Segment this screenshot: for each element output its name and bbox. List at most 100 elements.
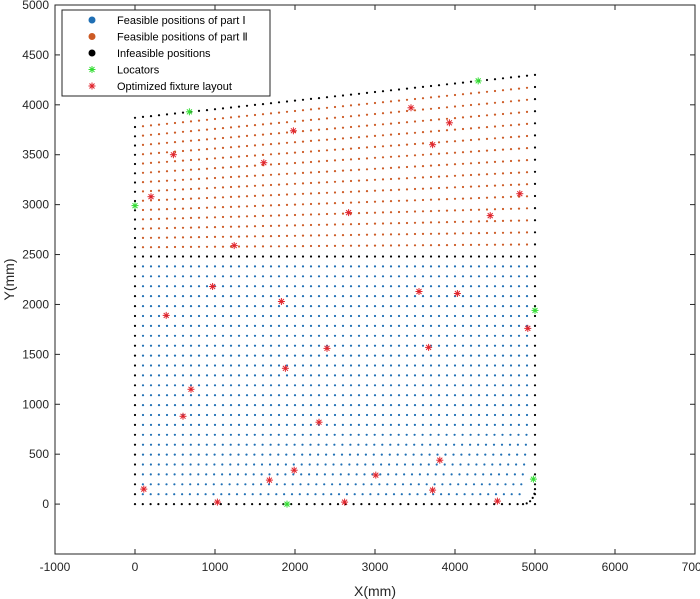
feasible-point-part-1: [331, 473, 334, 476]
feasible-point-part-1: [301, 314, 305, 318]
feasible-point-part-1: [493, 364, 497, 367]
feasible-point-part-1: [229, 423, 233, 426]
feasible-point-part-1: [269, 275, 273, 278]
feasible-point-part-2: [141, 208, 145, 212]
infeasible-point: [389, 255, 393, 258]
feasible-point-part-2: [397, 166, 401, 169]
feasible-point-part-1: [284, 473, 287, 476]
feasible-point-part-1: [269, 354, 273, 357]
feasible-point-part-1: [501, 404, 505, 407]
feasible-point-part-1: [221, 354, 225, 357]
feasible-point-part-2: [301, 213, 305, 216]
feasible-point-part-2: [509, 88, 513, 91]
infeasible-point: [180, 503, 183, 506]
feasible-point-part-1: [516, 443, 520, 446]
feasible-point-part-2: [469, 220, 473, 223]
feasible-point-part-1: [317, 285, 321, 288]
feasible-point-part-1: [229, 265, 233, 268]
feasible-point-part-2: [453, 174, 457, 177]
feasible-point-part-2: [189, 178, 193, 181]
feasible-point-part-1: [293, 324, 297, 327]
infeasible-point: [301, 255, 305, 258]
feasible-point-part-1: [355, 473, 358, 476]
feasible-point-part-2: [149, 133, 153, 136]
feasible-point-part-2: [525, 171, 529, 174]
feasible-point-part-2: [389, 200, 393, 203]
feasible-point-part-1: [221, 413, 225, 417]
feasible-point-part-1: [213, 324, 217, 327]
feasible-point-part-1: [229, 334, 233, 337]
feasible-point-part-1: [267, 483, 271, 486]
feasible-point-part-1: [437, 305, 441, 308]
feasible-point-part-1: [277, 433, 280, 436]
feasible-point-part-1: [357, 285, 361, 288]
feasible-point-part-2: [373, 123, 377, 126]
feasible-point-part-1: [157, 493, 160, 496]
infeasible-point: [227, 503, 230, 506]
feasible-point-part-2: [517, 243, 521, 246]
feasible-point-part-2: [205, 128, 209, 131]
feasible-point-part-2: [245, 175, 249, 178]
feasible-point-part-2: [477, 243, 481, 246]
feasible-point-part-2: [277, 193, 281, 196]
feasible-point-part-1: [349, 344, 353, 347]
infeasible-point: [381, 255, 385, 258]
feasible-point-part-2: [245, 144, 249, 148]
feasible-point-part-2: [213, 196, 217, 199]
feasible-point-part-1: [181, 433, 184, 436]
feasible-point-part-1: [364, 463, 367, 466]
feasible-point-part-1: [197, 285, 201, 288]
feasible-point-part-1: [269, 384, 273, 387]
infeasible-point: [469, 503, 472, 506]
feasible-point-part-2: [485, 243, 489, 246]
y-tick-label: 5000: [22, 0, 49, 12]
feasible-point-part-2: [325, 128, 329, 131]
feasible-point-part-1: [341, 305, 345, 308]
feasible-point-part-2: [269, 204, 273, 207]
feasible-point-part-2: [405, 143, 409, 146]
infeasible-point: [437, 255, 441, 258]
feasible-point-part-1: [325, 275, 329, 278]
feasible-point-part-2: [429, 153, 433, 156]
feasible-point-part-1: [221, 404, 225, 407]
feasible-point-part-1: [429, 394, 433, 397]
feasible-point-part-1: [157, 314, 161, 318]
feasible-point-part-1: [477, 324, 481, 327]
feasible-point-part-1: [453, 305, 457, 308]
feasible-point-part-1: [477, 334, 481, 337]
feasible-point-part-2: [413, 131, 417, 134]
legend-marker-dot: [88, 16, 96, 24]
feasible-point-part-1: [341, 384, 345, 387]
feasible-point-part-1: [349, 404, 353, 407]
feasible-point-part-2: [213, 147, 217, 150]
feasible-point-part-1: [173, 413, 177, 417]
feasible-point-part-1: [197, 433, 200, 436]
feasible-point-part-1: [493, 275, 497, 278]
infeasible-point: [391, 503, 394, 506]
feasible-point-part-1: [493, 374, 497, 377]
feasible-point-part-2: [389, 177, 393, 181]
feasible-point-part-1: [173, 354, 177, 357]
feasible-point-part-1: [445, 384, 449, 387]
feasible-point-part-1: [437, 433, 440, 436]
feasible-point-part-2: [477, 91, 481, 94]
x-tick-label: 2000: [282, 560, 309, 574]
feasible-point-part-1: [189, 443, 192, 446]
feasible-point-part-1: [429, 295, 433, 298]
feasible-point-part-2: [333, 212, 337, 215]
feasible-point-part-1: [501, 374, 505, 377]
feasible-point-part-1: [277, 354, 281, 357]
feasible-point-part-2: [389, 133, 393, 136]
feasible-point-part-1: [500, 453, 503, 456]
feasible-point-part-1: [317, 394, 321, 397]
feasible-point-part-1: [245, 404, 249, 407]
feasible-point-part-1: [245, 394, 249, 397]
infeasible-point: [533, 404, 537, 407]
infeasible-point: [133, 236, 137, 240]
feasible-point-part-1: [412, 453, 415, 456]
feasible-point-part-1: [421, 334, 425, 337]
feasible-point-part-2: [301, 150, 305, 154]
feasible-point-part-1: [348, 463, 351, 466]
feasible-point-part-1: [181, 364, 185, 367]
feasible-point-part-1: [400, 493, 403, 496]
